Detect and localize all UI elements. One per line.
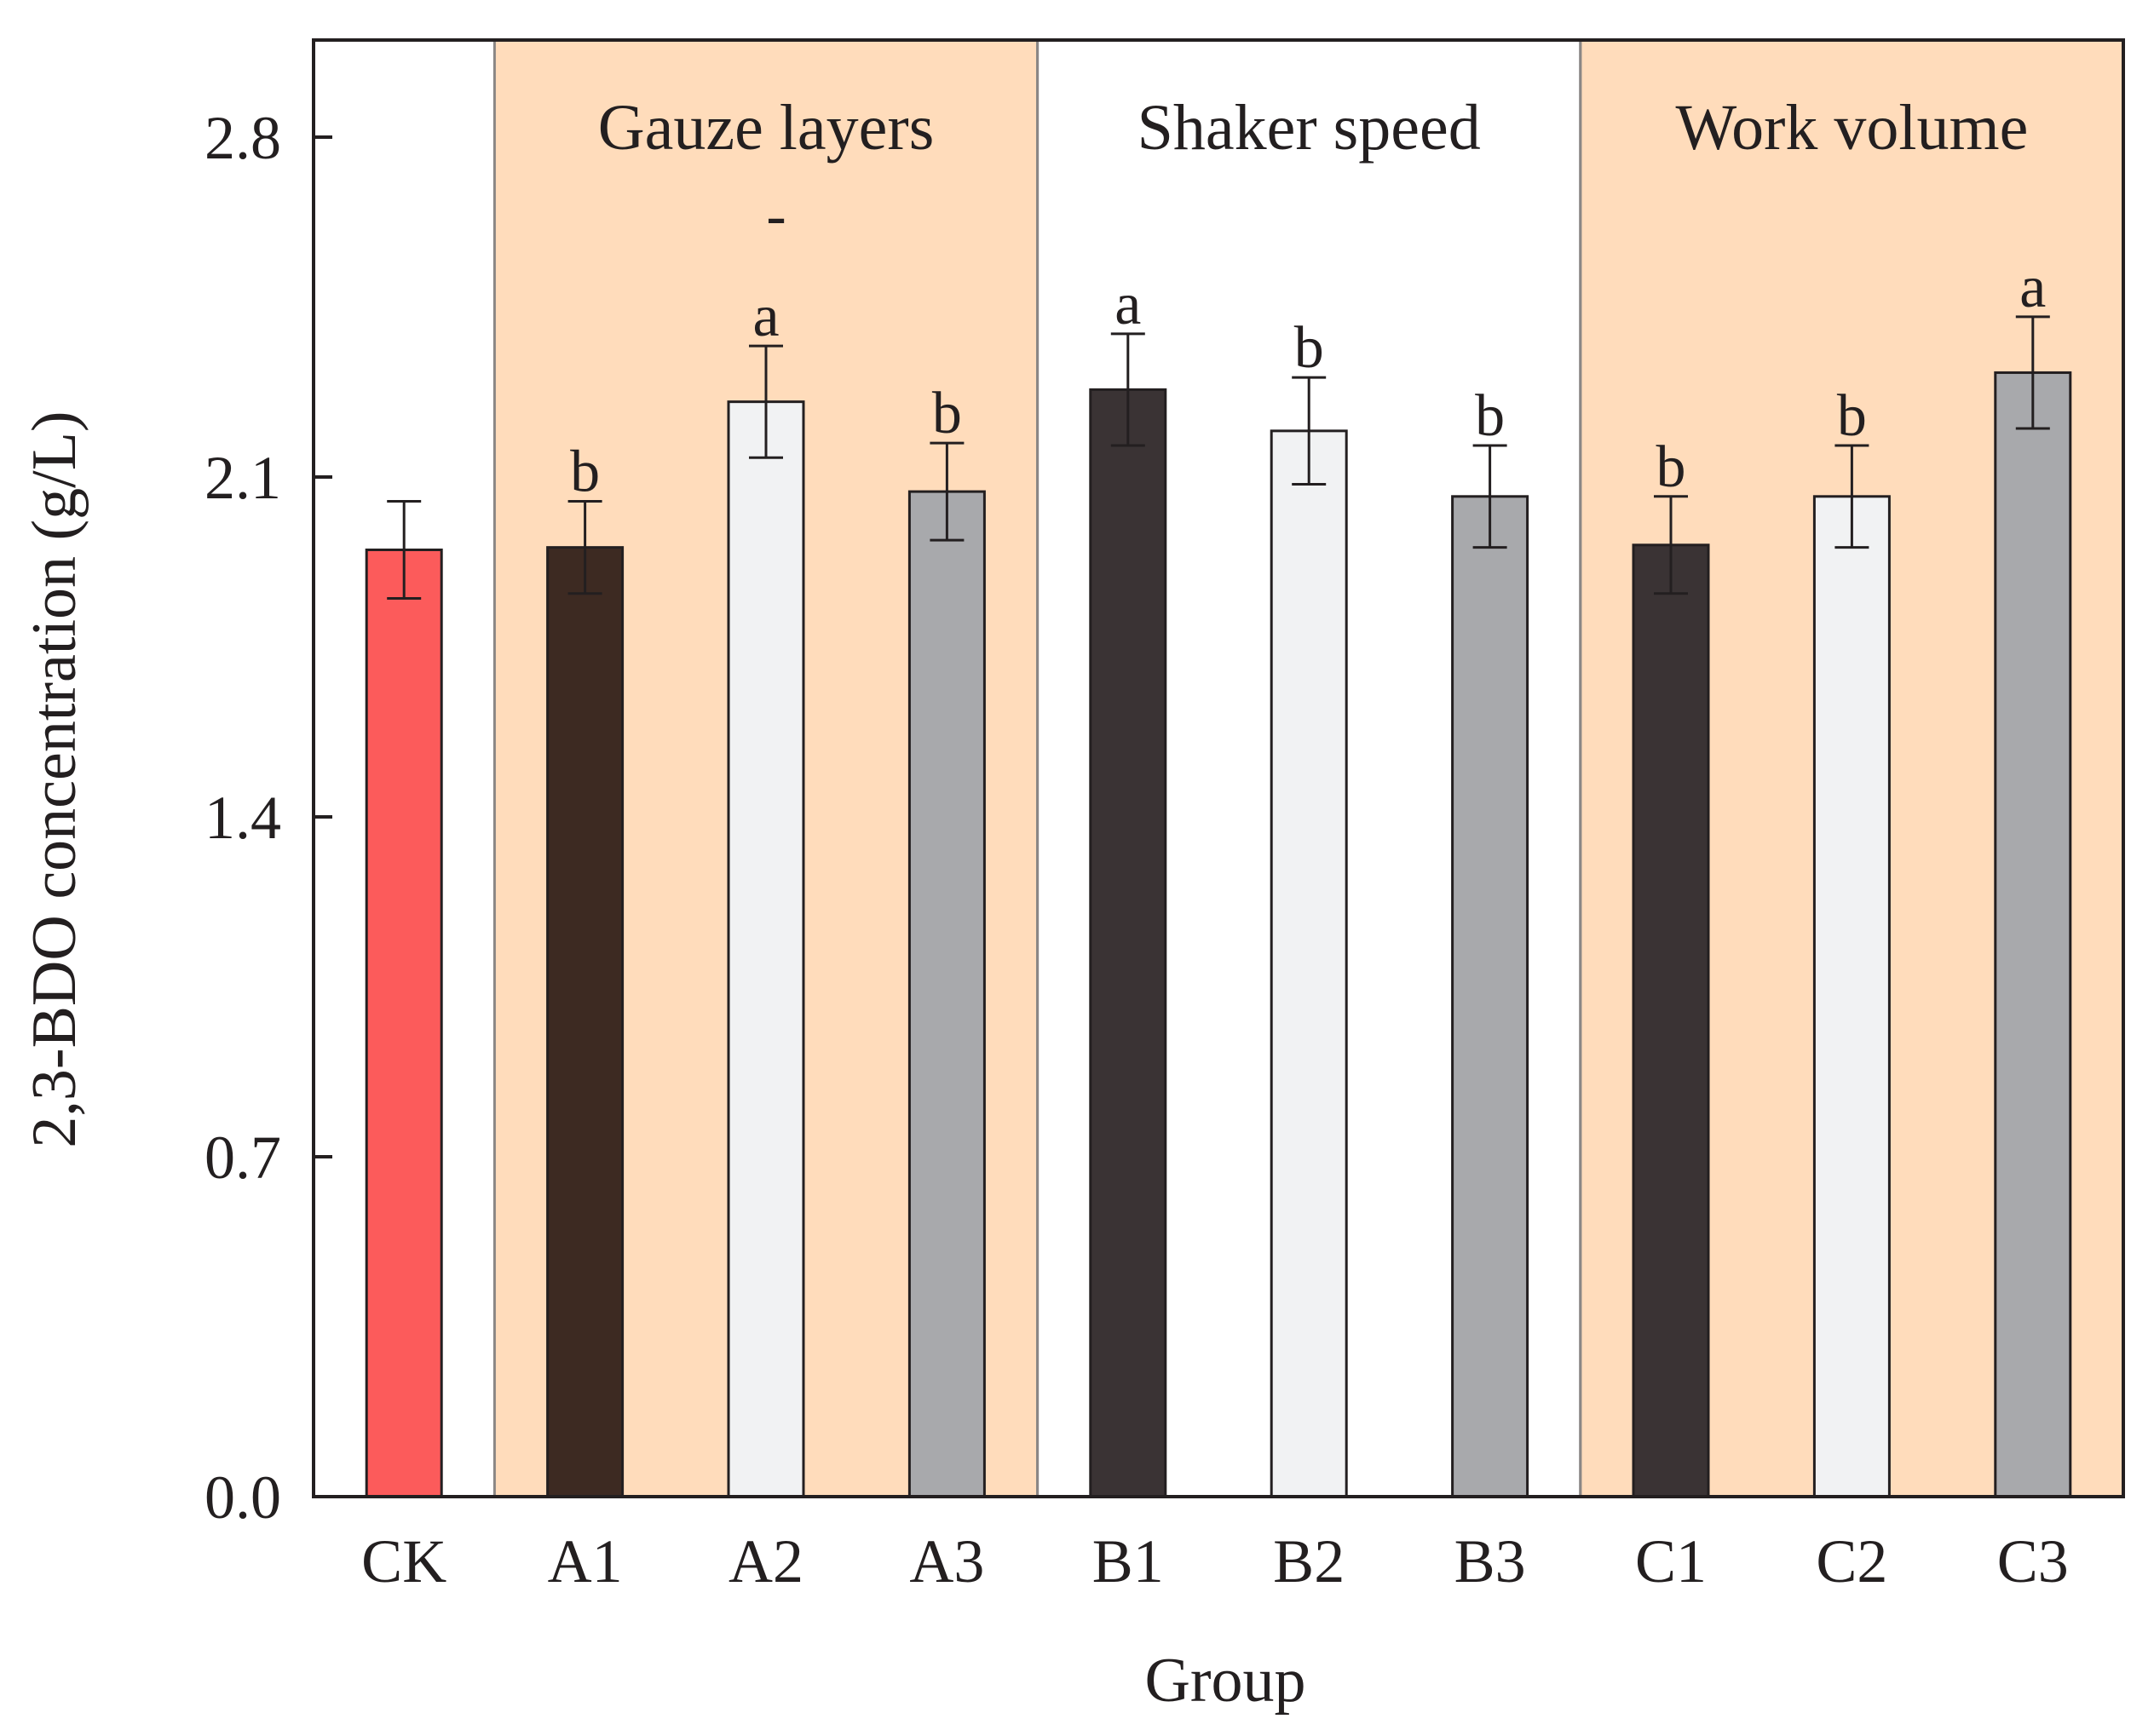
x-tick-label-a1: A1 (548, 1527, 623, 1595)
bar-a3 (907, 490, 986, 1498)
bar-b1 (1089, 388, 1167, 1498)
significance-label-b3: b (1475, 383, 1505, 449)
group-label-gauze-layers: Gauze layers (598, 92, 935, 164)
group-labels-layer: Gauze layers Shaker speed Work volume (598, 92, 2029, 164)
group-label-work-volume: Work volume (1675, 92, 2028, 164)
plot-frame (312, 38, 2125, 1498)
bar-c1 (1632, 543, 1710, 1498)
x-tick-label-b2: B2 (1273, 1527, 1345, 1595)
significance-label-b2: b (1294, 315, 1324, 381)
y-tick-label-4: 2.8 (204, 104, 281, 172)
x-tick-label-ck: CK (361, 1527, 446, 1595)
significance-label-c1: b (1656, 434, 1686, 500)
y-tick-label-2: 1.4 (204, 784, 281, 852)
bar-a1 (546, 546, 625, 1498)
error-bars-layer (387, 315, 2050, 600)
bar-b2 (1270, 429, 1348, 1498)
ticks-layer: CK A1 A2 A3 B1 B2 B3 C1 C2 C3 0.0 0.7 1.4 2.1 2.8 (204, 104, 2069, 1595)
bar-ck (365, 549, 443, 1498)
axes-layer (312, 38, 2125, 1498)
bar-c3 (1994, 371, 2072, 1498)
x-tick-label-c1: C1 (1635, 1527, 1707, 1595)
significance-label-a1: b (570, 440, 600, 505)
x-tick-label-a3: A3 (909, 1527, 984, 1595)
group-label-shaker-speed: Shaker speed (1137, 92, 1481, 164)
y-tick-label-3: 2.1 (204, 444, 281, 512)
significance-label-b1: a (1114, 272, 1141, 337)
x-tick-label-b1: B1 (1092, 1527, 1164, 1595)
x-tick-label-c3: C3 (1997, 1527, 2069, 1595)
bar-c2 (1812, 495, 1891, 1498)
x-tick-label-b3: B3 (1454, 1527, 1526, 1595)
y-tick-label-1: 0.7 (204, 1124, 281, 1192)
x-axis-title: Group (1144, 1646, 1305, 1716)
significance-label-a3: b (932, 381, 962, 446)
y-tick-label-0: 0.0 (204, 1463, 281, 1532)
significance-label-a2: a (752, 284, 779, 349)
x-tick-label-c2: C2 (1816, 1527, 1887, 1595)
significance-label-c3: a (2019, 255, 2046, 320)
bar-b3 (1451, 495, 1529, 1498)
significance-labels-layer: b a - b a b b b b a (570, 183, 2046, 504)
x-tick-label-a2: A2 (729, 1527, 803, 1595)
bar-a2 (727, 400, 805, 1498)
significance-label-c2: b (1837, 383, 1867, 449)
y-axis-title: 2,3-BDO concentration (g/L) (20, 411, 89, 1147)
extra-mark-a2: - (766, 183, 786, 249)
